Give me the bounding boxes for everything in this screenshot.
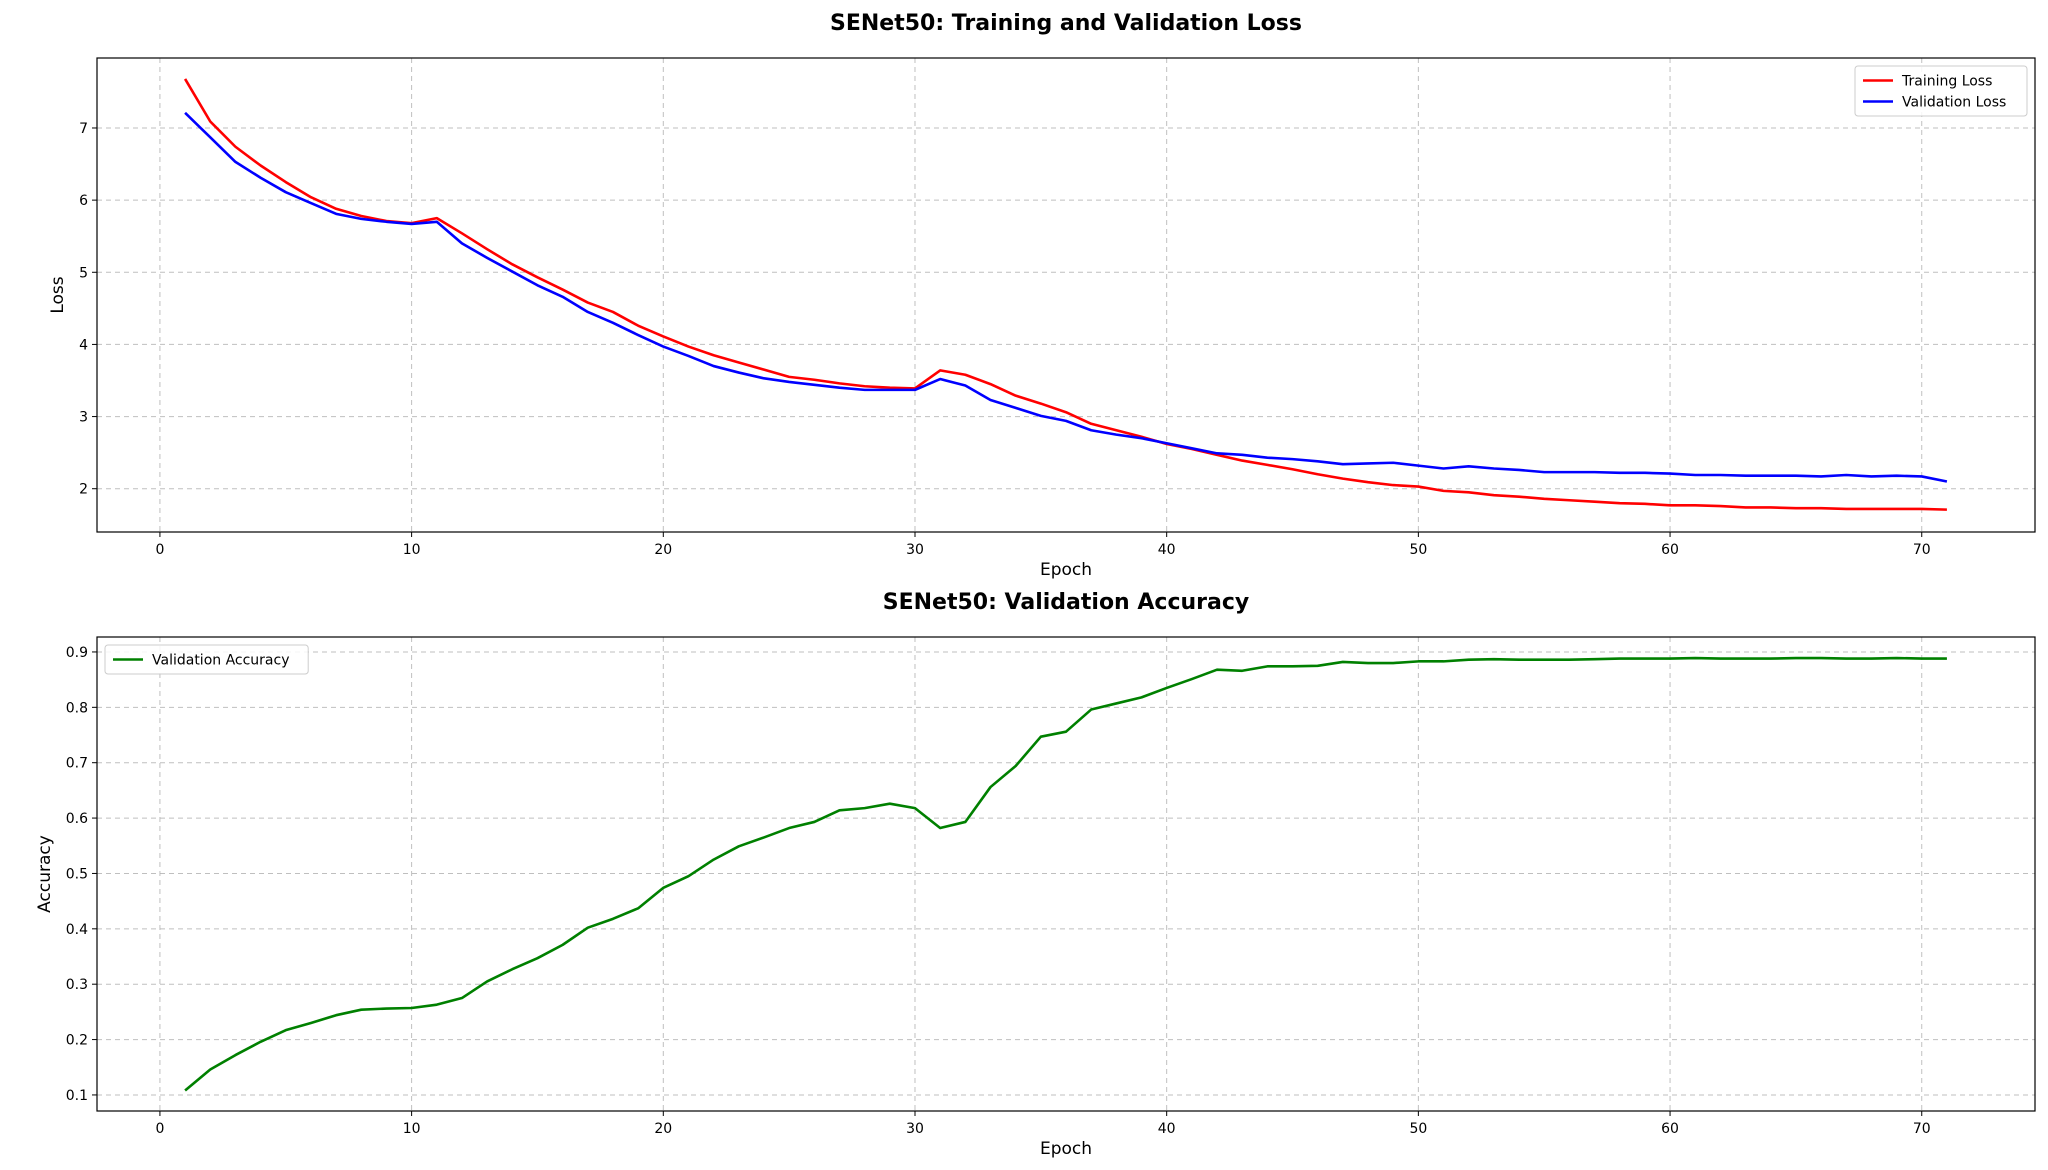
loss-chart-grid [97, 58, 2035, 532]
loss-chart-legend-box [1854, 65, 2028, 117]
accuracy-chart-x-tick-label: 60 [1661, 1121, 1679, 1137]
accuracy-chart-x-axis-label: Epoch [1040, 1139, 1092, 1159]
accuracy-chart-y-tick-label: 0.4 [66, 922, 88, 938]
loss-chart-x-tick-label: 70 [1913, 542, 1931, 558]
accuracy-chart-x-tick-label: 40 [1158, 1121, 1176, 1137]
validation-accuracy-legend-label: Validation Accuracy [152, 653, 290, 669]
training-loss-line [183, 78, 1947, 511]
loss-chart-title: SENet50: Training and Validation Loss [830, 11, 1302, 36]
accuracy-chart-x-tick-label: 70 [1913, 1121, 1931, 1137]
loss-chart-y-tick-label: 6 [79, 193, 88, 209]
validation-loss-legend-label: Validation Loss [1902, 95, 2006, 111]
loss-chart: SENet50: Training and Validation Loss 0 1… [48, 11, 2036, 580]
accuracy-chart-legend: Validation Accuracy [104, 644, 309, 675]
accuracy-chart-y-tick-label: 0.5 [66, 866, 88, 882]
accuracy-chart-x-tick-label: 30 [906, 1121, 924, 1137]
accuracy-chart-y-tick-label: 0.8 [66, 700, 88, 716]
loss-chart-y-tick-label: 7 [79, 121, 88, 137]
accuracy-chart-y-tick-label: 0.3 [66, 977, 88, 993]
accuracy-chart-x-tick-label: 50 [1409, 1121, 1427, 1137]
loss-chart-legend: Training Loss Validation Loss [1854, 65, 2028, 117]
loss-chart-x-tick-label: 20 [654, 542, 672, 558]
loss-chart-y-axis-label: Loss [48, 276, 68, 313]
loss-chart-x-tick-label: 40 [1158, 542, 1176, 558]
validation-accuracy-line [184, 656, 1947, 1092]
loss-chart-y-tick-label: 2 [79, 482, 88, 498]
training-loss-legend-label: Training Loss [1901, 74, 1992, 90]
accuracy-chart-x-tick-label: 10 [403, 1121, 421, 1137]
accuracy-chart-x-tick-label: 0 [155, 1121, 164, 1137]
accuracy-chart-y-tick-label: 0.9 [66, 645, 88, 661]
accuracy-chart-axes-frame [96, 636, 2036, 1112]
accuracy-chart-legend-box [104, 644, 309, 675]
accuracy-chart-y-axis-label: Accuracy [35, 835, 55, 913]
loss-chart-x-tick-label: 30 [906, 542, 924, 558]
validation-loss-line [184, 111, 1948, 483]
loss-chart-x-tick-label: 50 [1409, 542, 1427, 558]
loss-chart-lines [183, 78, 1948, 511]
accuracy-chart-title: SENet50: Validation Accuracy [883, 590, 1249, 615]
loss-chart-axes-frame [96, 57, 2036, 533]
loss-chart-y-tick-label: 4 [79, 337, 88, 353]
accuracy-chart-lines [184, 656, 1947, 1092]
accuracy-chart-y-tick-label: 0.1 [66, 1088, 88, 1104]
accuracy-chart-x-tick-label: 20 [654, 1121, 672, 1137]
loss-chart-x-tick-label: 0 [155, 542, 164, 558]
loss-chart-ticks: 0 10 20 30 40 50 60 70 2 3 4 5 6 7 [79, 121, 1931, 558]
accuracy-chart-y-tick-label: 0.2 [66, 1033, 88, 1049]
accuracy-chart-grid [97, 637, 2035, 1111]
loss-chart-x-tick-label: 10 [403, 542, 421, 558]
loss-chart-y-tick-label: 3 [79, 410, 88, 426]
loss-chart-x-axis-label: Epoch [1040, 560, 1092, 580]
accuracy-chart: SENet50: Validation Accuracy 0 10 20 30 40 50… [35, 590, 2036, 1159]
accuracy-chart-ticks: 0 10 20 30 40 50 60 70 0.1 0.2 0.3 0.4 0.5 0.6 0.7 0.8 0… [66, 645, 1931, 1137]
accuracy-chart-y-tick-label: 0.6 [66, 811, 88, 827]
accuracy-chart-y-tick-label: 0.7 [66, 756, 88, 772]
loss-chart-y-tick-label: 5 [79, 265, 88, 281]
loss-chart-x-tick-label: 60 [1661, 542, 1679, 558]
